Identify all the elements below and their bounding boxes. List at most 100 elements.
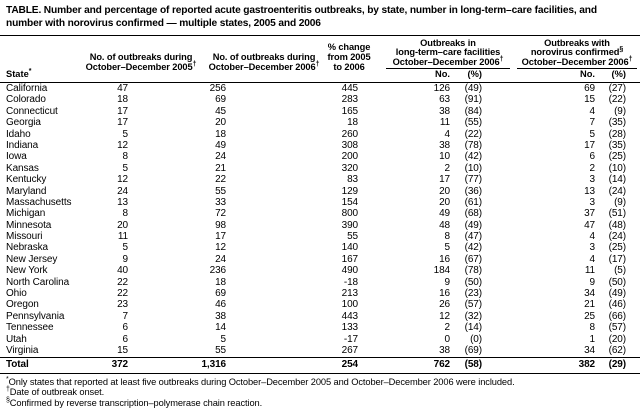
table-row: Colorado 18 69 283 63 (91) 15 (22) — [0, 94, 640, 105]
ltc-no-cell: 48 — [439, 219, 450, 231]
table-row: Oregon 23 46 100 26 (57) 21 (46) — [0, 299, 640, 310]
y2005-cell: 17 — [117, 117, 128, 129]
nv-pct-cell: (66) — [608, 310, 626, 322]
state-cell: Missouri — [6, 231, 43, 243]
sub-header-ltc-pct: (%) — [467, 69, 482, 79]
y2006-cell: 72 — [215, 208, 226, 220]
ltc-no-cell: 126 — [433, 83, 450, 94]
y2006-cell: 256 — [209, 83, 226, 94]
asterisk-footnote-marker: * — [28, 67, 32, 75]
table-row: New Jersey 9 24 167 16 (67) 4 (17) — [0, 254, 640, 265]
nv-pct-cell: (20) — [608, 333, 626, 345]
nv-pct-cell: (25) — [608, 151, 626, 163]
ltc-no-cell: 20 — [439, 185, 450, 197]
section-footnote-marker: § — [619, 46, 624, 54]
state-cell: New York — [6, 265, 48, 277]
nv-no-cell: 2 — [589, 162, 596, 174]
y2005-cell: 40 — [117, 265, 128, 277]
nv-no-cell: 8 — [589, 322, 596, 334]
total-label: Total — [6, 359, 29, 370]
state-cell: Ohio — [6, 288, 27, 300]
state-cell: Utah — [6, 333, 27, 345]
table-row: Indiana 12 49 308 38 (78) 17 (35) — [0, 140, 640, 151]
nv-pct-cell: (46) — [608, 299, 626, 311]
ltc-pct-cell: (36) — [464, 185, 482, 197]
pct-change-cell: 445 — [341, 83, 358, 94]
table-title-line1: TABLE. Number and percentage of reported… — [6, 5, 597, 16]
nv-no-cell: 25 — [584, 310, 595, 322]
ltc-pct-cell: (32) — [464, 310, 482, 322]
y2006-cell: 14 — [215, 322, 226, 334]
y2005-cell: 9 — [122, 253, 129, 265]
ltc-no-cell: 2 — [444, 322, 451, 334]
table-body: California 47 256 445 126 (49) 69 (27) C… — [0, 83, 640, 357]
pct-change-cell: 167 — [341, 253, 358, 265]
pct-change-cell: 165 — [341, 105, 358, 117]
pct-change-cell: 100 — [341, 299, 358, 311]
table-row: Idaho 5 18 260 4 (22) 5 (28) — [0, 129, 640, 140]
col-header-pct-change: % change from 2005 to 2006 — [327, 42, 371, 72]
y2005-cell: 5 — [122, 128, 129, 140]
total-nv-pct: (29) — [608, 359, 626, 370]
ltc-no-cell: 49 — [439, 208, 450, 220]
ltc-no-cell: 2 — [444, 162, 451, 174]
dagger-footnote-marker: † — [628, 55, 633, 63]
y2005-cell: 6 — [122, 333, 129, 345]
y2006-cell: 45 — [215, 105, 226, 117]
state-cell: Connecticut — [6, 105, 58, 117]
ltc-no-cell: 20 — [439, 196, 450, 208]
state-cell: Nebraska — [6, 242, 48, 254]
pct-change-cell: 55 — [347, 231, 358, 243]
ltc-pct-cell: (67) — [464, 253, 482, 265]
ltc-pct-cell: (49) — [464, 83, 482, 94]
pct-change-cell: 213 — [341, 288, 358, 300]
ltc-no-cell: 10 — [439, 151, 450, 163]
table-row: Michigan 8 72 800 49 (68) 37 (51) — [0, 208, 640, 219]
pct-change-cell: 140 — [341, 242, 358, 254]
y2006-cell: 24 — [215, 253, 226, 265]
y2006-cell: 69 — [215, 288, 226, 300]
ltc-no-cell: 17 — [439, 174, 450, 186]
nv-no-cell: 34 — [584, 344, 595, 356]
nv-no-cell: 7 — [589, 117, 596, 129]
table-row: Massachusetts 13 33 154 20 (61) 3 (9) — [0, 197, 640, 208]
nv-no-cell: 69 — [584, 83, 595, 94]
nv-pct-cell: (9) — [614, 196, 626, 208]
ltc-no-cell: 12 — [439, 310, 450, 322]
y2005-cell: 6 — [122, 322, 129, 334]
footnote-asterisk: *Only states that reported at least five… — [6, 375, 515, 387]
ltc-no-cell: 4 — [444, 128, 451, 140]
table-row: Iowa 8 24 200 10 (42) 6 (25) — [0, 151, 640, 162]
ltc-pct-cell: (69) — [464, 344, 482, 356]
state-cell: Massachusetts — [6, 196, 72, 208]
pct-change-cell: 129 — [341, 185, 358, 197]
pct-change-cell: 283 — [341, 94, 358, 106]
table-row: Georgia 17 20 18 11 (55) 7 (35) — [0, 117, 640, 128]
y2006-cell: 12 — [215, 242, 226, 254]
pct-change-cell: 308 — [341, 139, 358, 151]
nv-no-cell: 11 — [584, 265, 595, 277]
ltc-pct-cell: (77) — [464, 174, 482, 186]
nv-pct-cell: (28) — [608, 128, 626, 140]
y2006-cell: 17 — [215, 231, 226, 243]
ltc-pct-cell: (14) — [464, 322, 482, 334]
col-header-state: State* — [6, 67, 32, 79]
state-cell: Pennsylvania — [6, 310, 65, 322]
table-title: TABLE. Number and percentage of reported… — [0, 0, 640, 30]
ltc-pct-cell: (23) — [464, 288, 482, 300]
ltc-pct-cell: (10) — [464, 162, 482, 174]
ltc-pct-cell: (0) — [470, 333, 482, 345]
total-ltc-no: 762 — [433, 359, 450, 370]
pct-change-cell: -17 — [343, 333, 358, 345]
nv-no-cell: 17 — [584, 139, 595, 151]
total-nv-no: 382 — [578, 359, 595, 370]
ltc-pct-cell: (78) — [464, 265, 482, 277]
y2005-cell: 5 — [122, 242, 129, 254]
nv-no-cell: 5 — [589, 128, 596, 140]
y2005-cell: 12 — [117, 139, 128, 151]
table-row: Ohio 22 69 213 16 (23) 34 (49) — [0, 288, 640, 299]
pct-change-cell: 267 — [341, 344, 358, 356]
table-row: Virginia 15 55 267 38 (69) 34 (62) — [0, 345, 640, 356]
ltc-no-cell: 9 — [444, 276, 451, 288]
state-cell: Oregon — [6, 299, 39, 311]
